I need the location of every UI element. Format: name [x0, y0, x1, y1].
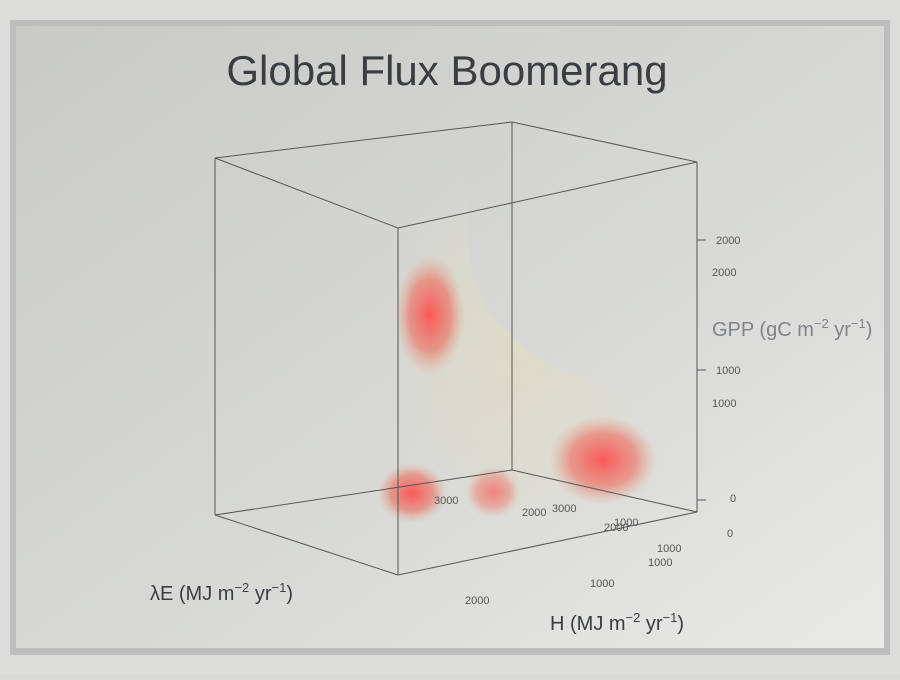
density-blobs [377, 144, 660, 544]
tick-labels: 2000 2000 1000 1000 0 0 3000 2000 3000 2… [434, 235, 740, 607]
le-label: λE (MJ m−2 yr−1) [150, 580, 293, 605]
gpp-tick: 2000 [716, 235, 740, 247]
gpp-tick: 0 [727, 528, 733, 540]
h-tick: 1000 [657, 543, 681, 555]
h-tick: 3000 [552, 503, 576, 515]
gpp-label: GPP (gC m−2 yr−1) [712, 316, 872, 341]
le-tick: 2000 [522, 507, 546, 519]
h-label: H (MJ m−2 yr−1) [550, 610, 684, 635]
gpp-tick: 1000 [712, 398, 736, 410]
h-tick: 1000 [590, 578, 614, 590]
gpp-tick: 2000 [712, 267, 736, 279]
title: Global Flux Boomerang [226, 47, 667, 94]
box-wireframe [214, 121, 706, 576]
gpp-tick: 1000 [716, 365, 740, 377]
h-tick: 1000 [614, 517, 638, 529]
h-tick: 1000 [648, 557, 672, 569]
h-tick: 2000 [465, 595, 489, 607]
le-tick: 3000 [434, 495, 458, 507]
h-tick: 2000 [604, 522, 628, 534]
gpp-tick: 0 [730, 493, 736, 505]
